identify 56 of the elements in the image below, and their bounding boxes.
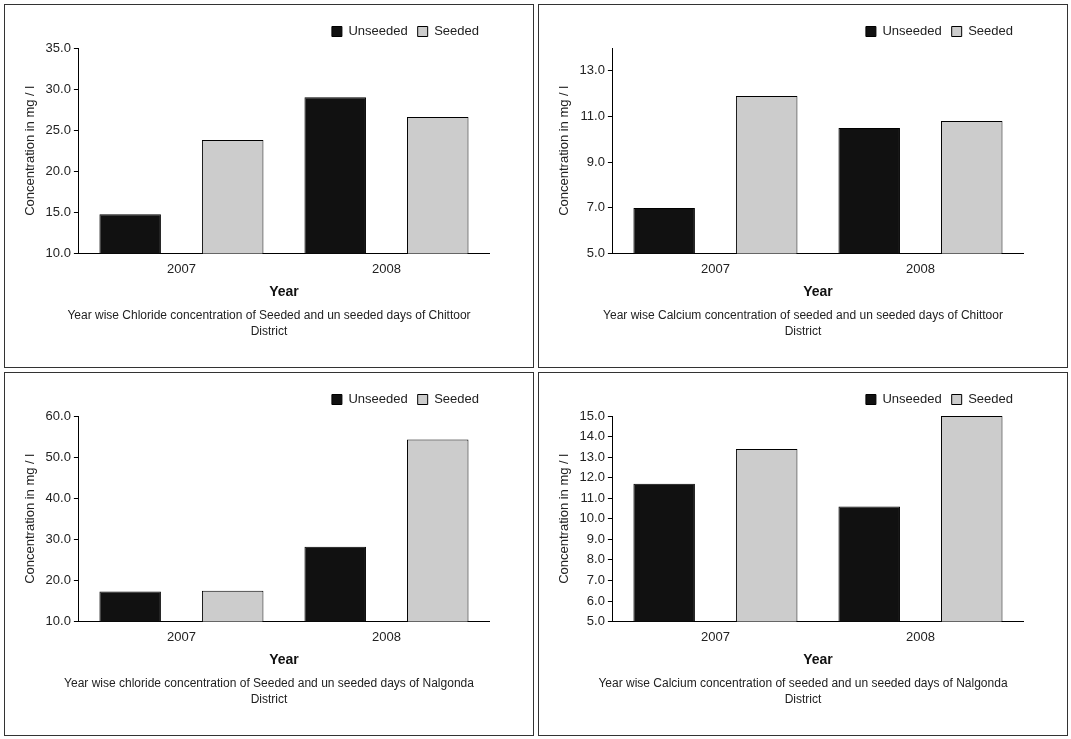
x-tick-label: 2008 (372, 628, 401, 644)
legend-label: Seeded (968, 391, 1014, 407)
y-tick-label: 50.0 (45, 448, 71, 464)
y-tick-label: 40.0 (45, 489, 71, 505)
y-tick-label: 10.0 (45, 613, 71, 629)
text: Year wise chloride concentration of Seeded and un seeded days of Nalgonda District (63, 675, 475, 707)
y-tick-label: 9.0 (586, 530, 605, 546)
y-tick-label: 20.0 (45, 162, 71, 178)
legend-label: Seeded (434, 391, 480, 407)
legend-label: Unseeded (348, 23, 408, 39)
y-tick-label: 7.0 (586, 199, 605, 215)
y-tick-label: 15.0 (579, 407, 605, 423)
x-tick-label: 2007 (166, 628, 196, 644)
legend-label: Seeded (968, 23, 1014, 39)
y-tick-label: 60.0 (45, 407, 71, 423)
y-tick-label: 9.0 (586, 153, 605, 169)
y-tick-label: 5.0 (586, 245, 605, 261)
y-tick-label: 20.0 (45, 572, 71, 588)
x-axis-title: Year (803, 651, 834, 668)
x-axis-title: Year (803, 283, 834, 300)
x-axis-title: Year (269, 651, 300, 668)
y-tick-label: 10.0 (579, 510, 605, 526)
y-tick-label: 7.0 (586, 572, 605, 588)
y-tick-label: 30.0 (45, 530, 71, 546)
x-tick-label: 2008 (906, 628, 935, 644)
legend-label: Seeded (434, 23, 480, 39)
x-tick-label: 2007 (700, 628, 730, 644)
x-axis-title: Year (269, 283, 300, 300)
y-axis-title: Concentration in mg / l (556, 85, 572, 216)
y-tick-label: 15.0 (45, 204, 71, 220)
y-axis-title: Concentration in mg / l (22, 453, 38, 584)
y-tick-label: 30.0 (45, 80, 71, 96)
legend-label: Unseeded (882, 23, 942, 39)
y-tick-label: 5.0 (586, 613, 605, 629)
y-axis-title: Concentration in mg / l (22, 85, 38, 216)
y-tick-label: 14.0 (579, 428, 605, 444)
y-tick-label: 10.0 (45, 245, 71, 261)
y-tick-label: 11.0 (580, 489, 605, 505)
y-tick-label: 11.0 (580, 108, 605, 124)
y-tick-label: 35.0 (45, 39, 71, 55)
text: Year wise Calcium concentration of seeded and un seeded days of Nalgonda District (597, 675, 1009, 707)
x-tick-label: 2007 (166, 260, 196, 276)
y-tick-label: 8.0 (586, 551, 605, 567)
y-tick-label: 12.0 (579, 469, 605, 485)
y-tick-label: 13.0 (579, 62, 605, 78)
y-tick-label: 25.0 (45, 121, 71, 137)
text: Year wise Chloride concentration of Seeded and un seeded days of Chittoor District (66, 307, 472, 339)
legend-label: Unseeded (348, 391, 408, 407)
x-tick-label: 2008 (372, 260, 401, 276)
x-tick-label: 2007 (700, 260, 730, 276)
x-tick-label: 2008 (906, 260, 935, 276)
y-tick-label: 6.0 (586, 592, 605, 608)
y-tick-label: 13.0 (579, 448, 605, 464)
text: Year wise Calcium concentration of seeded and un seeded days of Chittoor District (602, 307, 1004, 339)
legend-label: Unseeded (882, 391, 942, 407)
y-axis-title: Concentration in mg / l (556, 453, 572, 584)
